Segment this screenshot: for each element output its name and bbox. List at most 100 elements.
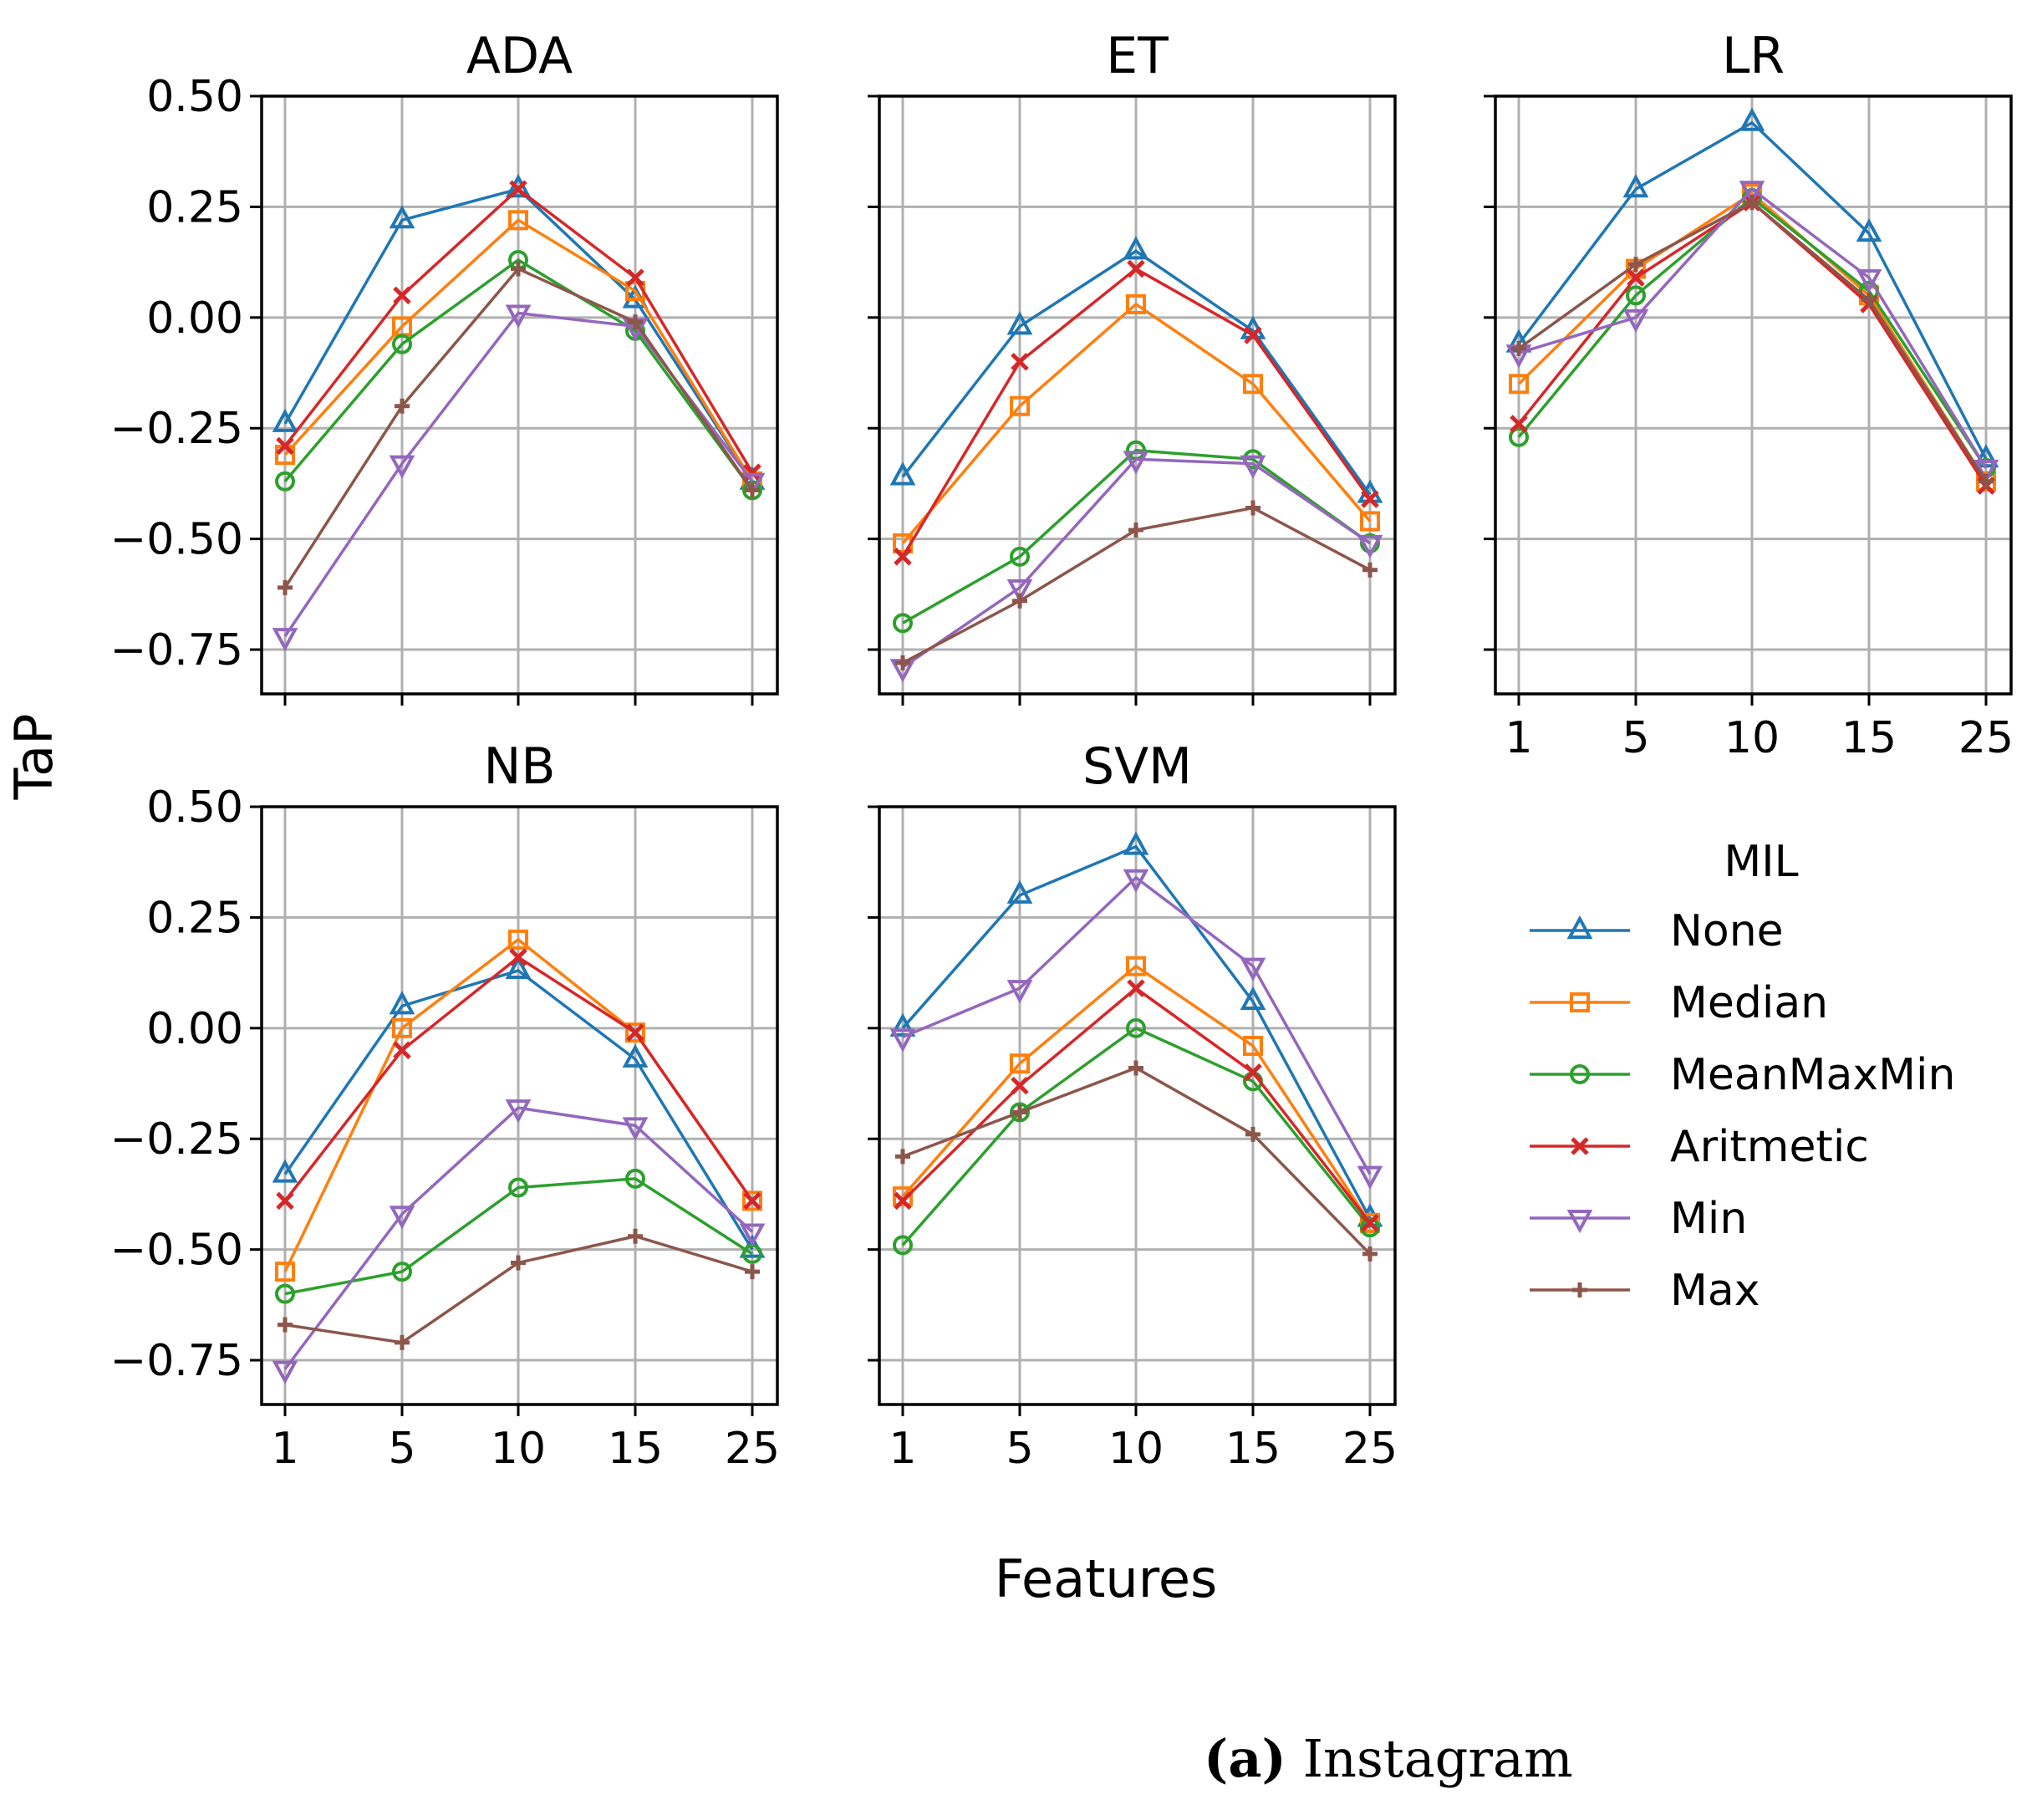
- data-point-nb-median: [742, 1190, 762, 1211]
- data-point-et-aritmetic: [1361, 490, 1379, 508]
- data-point-svm-median: [1010, 1053, 1030, 1074]
- x-tick-label-lr: 5: [1622, 713, 1649, 763]
- data-point-nb-none: [622, 1043, 649, 1068]
- data-point-et-aritmetic: [1127, 259, 1145, 278]
- legend-marker-max: [1572, 1282, 1587, 1297]
- data-point-ada-meanmaxmin: [275, 471, 295, 492]
- data-point-svm-aritmetic: [1244, 1063, 1262, 1082]
- data-point-nb-none: [272, 1159, 298, 1183]
- data-point-ada-aritmetic: [393, 286, 411, 305]
- plot-frame-ada: [260, 94, 779, 696]
- data-point-et-min: [1006, 579, 1033, 604]
- data-point-svm-meanmaxmin: [1360, 1217, 1380, 1238]
- data-point-lr-aritmetic: [1510, 415, 1528, 433]
- panel-title-et: ET: [1106, 27, 1169, 85]
- data-point-ada-aritmetic: [626, 268, 644, 287]
- y-tick-label-ada: 0.50: [146, 72, 243, 122]
- data-point-et-median: [1243, 374, 1263, 395]
- data-point-lr-none: [1856, 218, 1882, 242]
- data-point-et-min: [1357, 534, 1383, 559]
- data-point-et-aritmetic: [1011, 353, 1029, 371]
- legend-marker-min: [1566, 1210, 1593, 1234]
- data-point-svm-aritmetic: [894, 1191, 912, 1211]
- legend-marker-none: [1566, 915, 1593, 939]
- data-point-et-aritmetic: [894, 548, 912, 566]
- data-point-lr-aritmetic: [1627, 268, 1645, 287]
- data-point-svm-none: [1123, 831, 1149, 855]
- data-point-et-meanmaxmin: [1010, 546, 1030, 567]
- y-tick-label-ada: 0.00: [146, 293, 243, 344]
- series-line-nb-none: [283, 969, 754, 1251]
- data-point-svm-min: [1357, 1165, 1383, 1190]
- data-point-lr-min: [1973, 459, 1999, 484]
- data-point-svm-aritmetic: [1011, 1076, 1029, 1095]
- y-tick-label-nb: −0.25: [110, 1114, 243, 1165]
- caption-text: (a) Instagram: [1204, 1728, 1573, 1789]
- x-tick-label-nb: 5: [388, 1424, 415, 1474]
- data-point-nb-median: [275, 1262, 295, 1282]
- data-point-svm-median: [893, 1186, 913, 1207]
- data-point-svm-aritmetic: [1127, 979, 1145, 997]
- panel-title-ada: ADA: [466, 27, 573, 85]
- data-point-svm-max: [1362, 1246, 1378, 1262]
- data-point-svm-median: [1243, 1036, 1263, 1056]
- panel-title-nb: NB: [483, 737, 555, 796]
- data-point-lr-max: [1628, 257, 1643, 273]
- series-line-ada-median: [283, 218, 754, 482]
- data-point-svm-meanmaxmin: [1010, 1102, 1030, 1123]
- y-tick-label-nb: 0.25: [146, 893, 243, 943]
- data-point-ada-max: [511, 261, 526, 277]
- x-tick-label-svm: 5: [1006, 1424, 1033, 1474]
- data-point-nb-max: [628, 1228, 643, 1244]
- panel-et: ET: [868, 27, 1397, 706]
- data-point-svm-meanmaxmin: [1126, 1017, 1146, 1038]
- data-point-et-aritmetic: [1244, 326, 1262, 344]
- panel-nb: NB0.500.250.00−0.25−0.50−0.751 5 10 15 25: [110, 737, 780, 1474]
- data-point-nb-none: [389, 991, 415, 1015]
- data-point-ada-aritmetic: [743, 463, 761, 482]
- series-line-et-median: [901, 302, 1372, 545]
- data-point-nb-median: [508, 929, 528, 950]
- data-point-nb-min: [622, 1117, 649, 1141]
- x-tick-label-lr: 1: [1505, 713, 1532, 763]
- data-point-nb-max: [278, 1317, 293, 1333]
- data-point-svm-min: [1123, 869, 1149, 893]
- data-point-ada-max: [628, 314, 643, 330]
- data-point-et-max: [1012, 593, 1027, 609]
- data-point-et-none: [1006, 311, 1033, 335]
- x-tick-label-svm: 15: [1225, 1424, 1281, 1474]
- data-point-nb-aritmetic: [393, 1041, 411, 1060]
- data-point-ada-min: [272, 628, 298, 652]
- data-point-svm-aritmetic: [1361, 1214, 1379, 1232]
- y-tick-label-nb: −0.50: [110, 1226, 243, 1276]
- data-point-lr-max: [1861, 292, 1877, 308]
- data-point-nb-aritmetic: [626, 1023, 644, 1042]
- legend-marker-meanmaxmin: [1570, 1064, 1590, 1084]
- caption: (a) Instagram: [1204, 1728, 1573, 1789]
- series-line-svm-median: [901, 964, 1372, 1224]
- data-point-nb-meanmaxmin: [625, 1168, 645, 1189]
- data-point-svm-none: [1240, 986, 1266, 1011]
- data-point-et-median: [1126, 293, 1146, 314]
- data-point-lr-meanmaxmin: [1509, 426, 1529, 447]
- x-tick-label-nb: 15: [608, 1424, 663, 1474]
- x-tick-label-svm: 10: [1108, 1424, 1164, 1474]
- series-line-svm-none: [901, 844, 1372, 1220]
- data-point-et-median: [1360, 511, 1380, 532]
- series-line-et-none: [901, 249, 1372, 496]
- data-point-nb-none: [505, 955, 532, 979]
- data-point-svm-max: [1128, 1060, 1143, 1076]
- x-tick-label-lr: 25: [1958, 713, 2014, 763]
- data-point-nb-median: [392, 1017, 412, 1038]
- data-point-ada-none: [389, 205, 415, 229]
- legend-label-median: Median: [1670, 978, 1828, 1028]
- data-point-svm-none: [889, 1012, 916, 1037]
- data-point-lr-none: [1739, 107, 1765, 131]
- y-tick-label-nb: 0.00: [146, 1004, 243, 1054]
- data-point-nb-aritmetic: [276, 1191, 294, 1211]
- data-point-nb-median: [625, 1022, 645, 1043]
- legend-label-meanmaxmin: MeanMaxMin: [1670, 1050, 1955, 1100]
- legend-label-min: Min: [1670, 1194, 1747, 1244]
- data-point-lr-max: [1979, 473, 1994, 489]
